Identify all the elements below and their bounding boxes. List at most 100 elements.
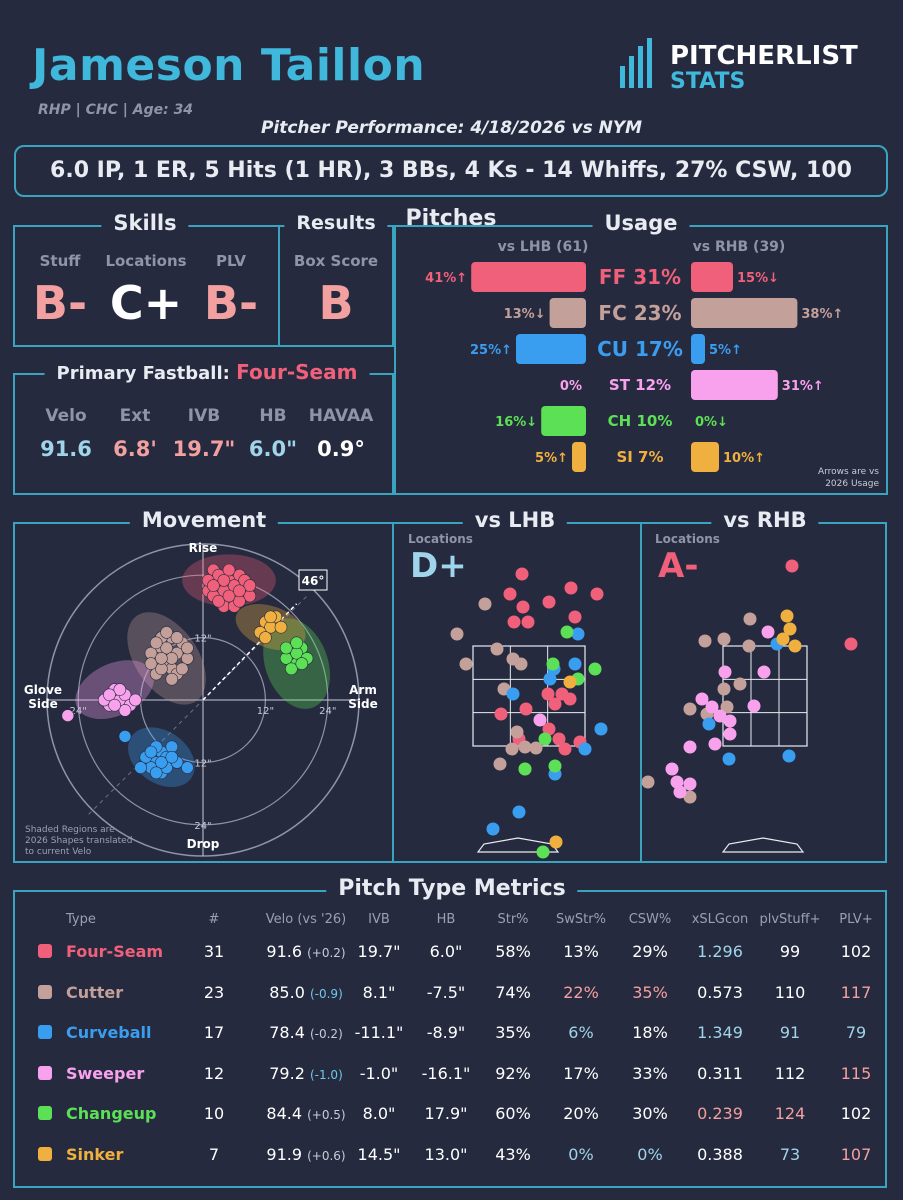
usage-title: Usage	[592, 211, 690, 235]
rhb-location-point-st	[708, 737, 722, 751]
metrics-str: 60%	[495, 1104, 531, 1123]
rhb-location-point-st	[757, 665, 771, 679]
movement-point-ff	[222, 563, 236, 577]
metrics-csw: 30%	[632, 1104, 668, 1123]
metrics-header-6: SwStr%	[556, 912, 606, 927]
metrics-swstr: 13%	[563, 942, 599, 961]
lower-panel	[13, 522, 887, 863]
rhb-location-point-si	[776, 632, 790, 646]
metrics-velo-diff: (+0.2)	[307, 946, 346, 960]
rhb-location-point-st	[705, 700, 719, 714]
pitch-color-swatch	[38, 1146, 52, 1161]
metrics-swstr: 20%	[563, 1104, 599, 1123]
fb-value-hb: 6.0"	[248, 437, 298, 461]
metrics-plvstuff: 91	[779, 1023, 801, 1042]
metrics-xslgcon: 1.296	[697, 942, 743, 961]
metrics-str: 58%	[495, 942, 531, 961]
metrics-plvstuff: 110	[774, 982, 806, 1002]
metrics-csw: 0%	[637, 1144, 663, 1164]
usage-value-lhb-2: 25%↑	[470, 343, 512, 358]
lhb-location-point-ff	[494, 707, 508, 721]
metrics-plvstuff: 124	[774, 1104, 806, 1123]
rhb-location-point-st	[761, 625, 775, 639]
metrics-header-10: PLV+	[839, 912, 873, 927]
rhb-location-point-st	[713, 709, 727, 723]
lhb-location-point-fc	[490, 642, 504, 656]
metrics-ivb: -1.0"	[359, 1063, 399, 1083]
usage-bar-rhb-2	[691, 334, 705, 364]
fb-label-ext: Ext	[119, 406, 151, 426]
metrics-velo-value: 85.0	[269, 982, 310, 1002]
movement-point-ff	[212, 594, 225, 608]
metrics-xslgcon: 0.573	[697, 982, 743, 1002]
lhb-location-point-fc	[514, 657, 528, 671]
usage-bar-lhb-2	[516, 334, 586, 364]
rhb-location-point-fc	[743, 612, 757, 626]
metrics-ivb: 19.7"	[357, 942, 401, 961]
logo-line2: STATS	[670, 69, 745, 94]
lhb-location-point-fc	[518, 740, 532, 754]
metrics-xslgcon: 0.239	[697, 1104, 743, 1123]
rhb-location-point-fc	[717, 632, 731, 646]
movement-divider	[392, 522, 394, 863]
lhb-location-point-ch	[546, 657, 560, 671]
movement-point-fc	[181, 641, 194, 655]
rhb-location-point-st	[673, 785, 687, 799]
metrics-hb: -7.5"	[426, 982, 466, 1002]
metrics-velo-value: 78.4	[269, 1023, 310, 1042]
ring-label-24-left: 24"	[70, 706, 87, 717]
lhb-location-point-ff	[519, 702, 533, 716]
performance-title: Pitcher Performance: 4/18/2026 vs NYM	[260, 118, 643, 138]
usage-bar-rhb-5	[691, 442, 719, 472]
usage-bar-lhb-1	[549, 298, 586, 328]
movement-point-cu	[144, 745, 158, 759]
metrics-header-4: HB	[436, 912, 456, 927]
usage-bar-rhb-1	[691, 298, 798, 328]
lhb-location-point-st	[533, 713, 547, 727]
metrics-velo-diff: (+0.5)	[307, 1108, 346, 1122]
metrics-count: 12	[203, 1063, 225, 1083]
usage-pitch-label-4: CH 10%	[608, 412, 673, 430]
rhb-locations-label: Locations	[655, 532, 720, 546]
movement-point-cu	[165, 750, 179, 764]
movement-point-fc	[175, 662, 189, 676]
fb-label-hb: HB	[259, 406, 287, 426]
skill-label-locations: Locations	[105, 252, 187, 270]
ring-label-12-top: 12"	[194, 634, 211, 645]
pitcher-subtitle: RHP | CHC | Age: 34	[38, 102, 194, 118]
metrics-velo-diff: (-0.9)	[309, 986, 343, 1001]
metrics-ivb: -11.1"	[354, 1023, 404, 1042]
movement-arm-label-1: Arm	[349, 683, 377, 697]
rhb-location-point-si	[788, 639, 802, 653]
rhb-location-point-si	[780, 609, 794, 623]
lhb-location-point-ff	[564, 581, 578, 595]
movement-point-cu	[155, 756, 168, 769]
rhb-location-point-cu	[702, 717, 716, 731]
rhb-location-point-st	[747, 699, 761, 713]
lhb-location-point-fc	[505, 742, 519, 756]
metrics-csw: 29%	[632, 942, 668, 961]
movement-point-cu	[149, 766, 163, 780]
lhb-location-point-cu	[512, 805, 526, 819]
metrics-pitch-name: Four-Seam	[66, 942, 164, 961]
movement-point-ff	[233, 584, 246, 598]
metrics-plv: 115	[840, 1063, 872, 1083]
metrics-csw: 18%	[632, 1023, 668, 1042]
metrics-header-7: CSW%	[628, 912, 672, 927]
metrics-velo: 84.4 (+0.5)	[266, 1104, 345, 1123]
usage-note-line2: 2026 Usage	[825, 479, 879, 489]
lhb-locations-title: vs LHB	[462, 508, 568, 532]
lhb-location-point-cu	[543, 672, 557, 686]
metrics-title: Pitch Type Metrics	[326, 876, 578, 901]
primary-fastball-label: Primary Fastball:	[56, 363, 230, 384]
movement-point-fc	[149, 636, 163, 650]
movement-glove-label-2: Side	[28, 697, 57, 711]
lhb-location-point-ch	[548, 759, 562, 773]
metrics-pitch-name: Sinker	[66, 1144, 124, 1164]
skill-grade-plv: B-	[203, 276, 259, 330]
usage-value-rhb-3: 31%↑	[782, 379, 824, 394]
rhb-location-point-st	[723, 727, 737, 741]
movement-point-ch	[290, 636, 303, 650]
results-title: Results	[284, 212, 388, 234]
rhb-location-point-st	[665, 762, 679, 776]
